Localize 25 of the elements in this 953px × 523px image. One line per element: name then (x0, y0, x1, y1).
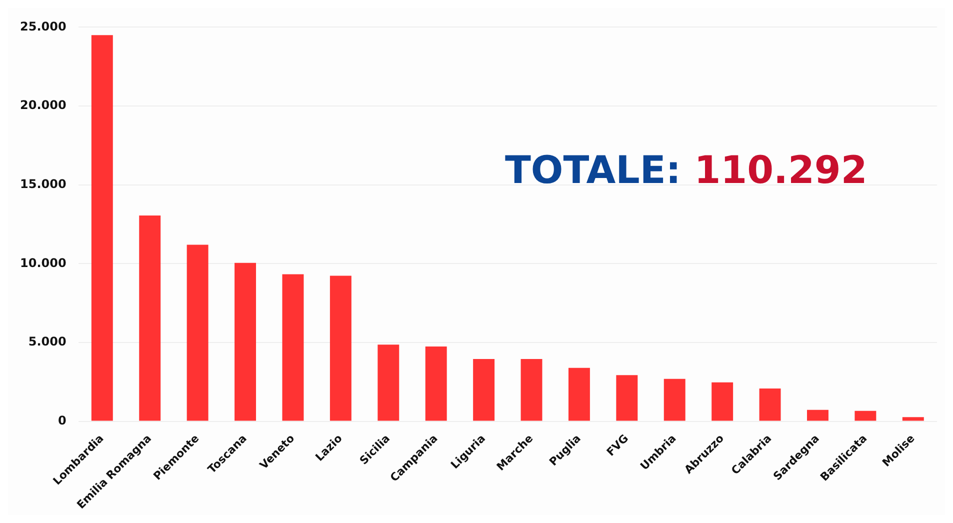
bar (616, 375, 638, 421)
bar (91, 35, 113, 421)
y-tick-label: 10.000 (20, 256, 66, 270)
bar (473, 358, 495, 421)
bar (854, 410, 876, 421)
y-tick-label: 5.000 (28, 334, 66, 349)
y-tick-label: 15.000 (20, 176, 66, 191)
bar (520, 358, 542, 421)
y-tick-label: 0 (58, 413, 66, 428)
bar (902, 417, 924, 421)
bar (568, 368, 590, 421)
annotation: TOTALE: 110.292 (505, 148, 868, 192)
bar (712, 382, 734, 421)
y-tick-label: 20.000 (20, 98, 66, 112)
bar (664, 378, 686, 421)
bar (759, 388, 781, 421)
bar (186, 244, 208, 421)
bar (330, 276, 352, 421)
y-tick-label: 25.000 (20, 19, 66, 34)
bar (234, 262, 256, 421)
bar (282, 274, 304, 421)
bar (807, 410, 828, 421)
bar (139, 216, 161, 421)
bar (425, 346, 447, 421)
bar (378, 344, 400, 421)
